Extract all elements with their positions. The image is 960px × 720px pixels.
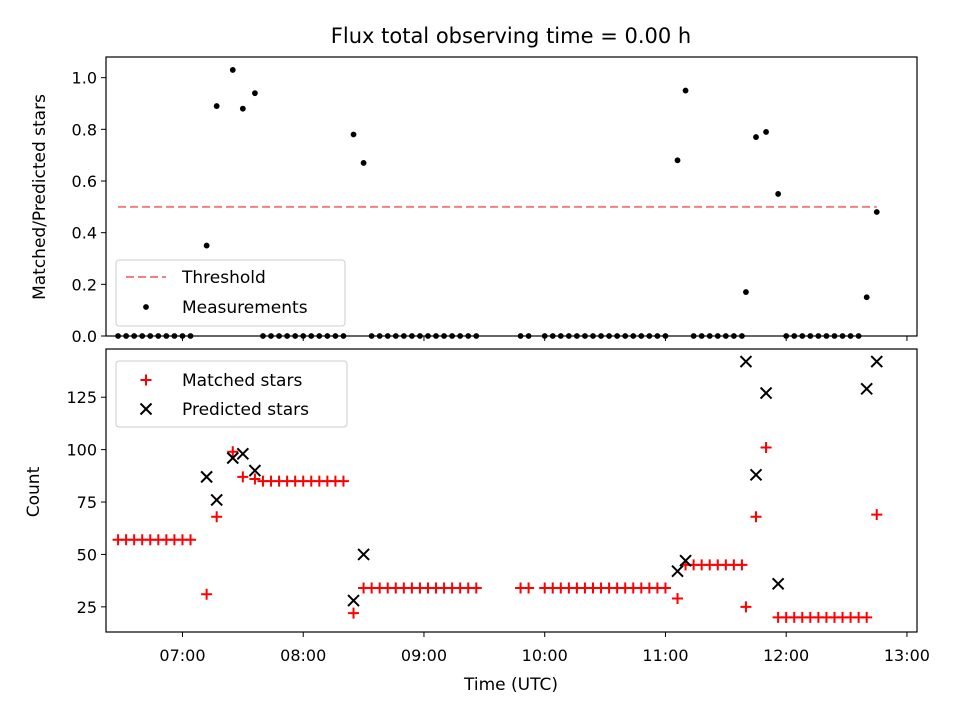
top-legend-box xyxy=(115,259,346,327)
legend-threshold-label: Threshold xyxy=(181,268,266,288)
legend-matched-label: Matched stars xyxy=(182,371,302,391)
predicted-star-point xyxy=(357,548,370,561)
measurement-point xyxy=(239,105,246,112)
predicted-star-point xyxy=(347,594,360,607)
measurement-point xyxy=(763,129,769,135)
predicted-star-point xyxy=(236,447,250,461)
bottom-y-tick-label: 75 xyxy=(77,493,97,512)
matched-star-point xyxy=(337,475,349,487)
top-y-axis-label: Matched/Predicted stars xyxy=(30,94,50,300)
predicted-star-point xyxy=(771,577,785,590)
matched-star-point xyxy=(871,509,883,521)
predicted-star-point xyxy=(226,451,239,465)
measurement-point xyxy=(775,191,782,197)
top-plot-frame xyxy=(105,56,918,337)
predicted-star-point xyxy=(739,355,753,368)
measurement-point xyxy=(360,160,367,166)
x-tick-label: 09:00 xyxy=(401,646,447,665)
top-panel-ratio-plot: 0.0 0.2 0.4 0.6 0.8 1.0 Threshold Measurements xyxy=(72,56,918,346)
matched-star-point xyxy=(227,446,239,458)
x-axis-label: Time (UTC) xyxy=(463,675,558,695)
top-y-tick-label: 0.0 xyxy=(72,327,97,346)
bottom-y-axis-label: Count xyxy=(24,466,44,517)
measurement-point xyxy=(873,209,880,215)
matched-star-point xyxy=(736,559,748,571)
matched-star-point xyxy=(185,534,197,546)
x-tick-label: 08:00 xyxy=(280,646,326,665)
x-tick-label: 12:00 xyxy=(763,646,809,665)
predicted-star-point xyxy=(749,468,763,481)
matched-star-point xyxy=(659,582,671,594)
top-y-tick-label: 0.6 xyxy=(72,172,97,191)
matched-star-point xyxy=(750,511,762,523)
x-tick-label: 07:00 xyxy=(159,646,205,665)
top-y-tick-label: 1.0 xyxy=(72,69,97,88)
bottom-y-tick-label: 50 xyxy=(77,545,97,564)
matched-star-point xyxy=(201,588,213,600)
matched-star-point xyxy=(523,582,535,594)
measurement-point xyxy=(229,67,236,73)
bottom-panel-count-plot: 25 50 75 100 125 07:00 08:00 09:00 10:00 11:00 12:… xyxy=(66,348,930,665)
predicted-star-point xyxy=(671,564,684,578)
bottom-plot-frame xyxy=(105,348,918,633)
legend-measurements-swatch xyxy=(143,304,149,310)
x-tick-label: 13:00 xyxy=(884,646,930,665)
matched-star-point xyxy=(348,607,360,619)
predicted-star-point xyxy=(248,464,262,477)
matched-star-point xyxy=(861,611,873,623)
bottom-y-tick-label: 125 xyxy=(66,388,97,407)
legend-measurements-label: Measurements xyxy=(182,298,308,318)
x-tick-label: 11:00 xyxy=(642,646,688,665)
chart-title: Flux total observing time = 0.00 h xyxy=(331,24,691,48)
measurement-point xyxy=(252,90,258,97)
top-y-tick-label: 0.4 xyxy=(72,224,97,243)
measurement-point xyxy=(213,103,220,109)
legend-predicted-swatch xyxy=(139,402,153,416)
predicted-star-point xyxy=(200,470,213,484)
predicted-star-point xyxy=(860,382,873,396)
measurement-point xyxy=(753,134,759,140)
matched-star-point xyxy=(470,582,482,594)
legend-matched-swatch xyxy=(140,374,152,386)
bottom-y-tick-label: 100 xyxy=(66,441,97,460)
bottom-legend-box xyxy=(115,360,348,428)
x-tick-label: 10:00 xyxy=(522,646,568,665)
measurement-point xyxy=(674,157,681,164)
measurement-point xyxy=(743,289,749,295)
matched-star-point xyxy=(672,592,684,604)
matched-star-point xyxy=(237,471,249,483)
measurement-point xyxy=(682,87,689,94)
bottom-y-tick-label: 25 xyxy=(77,598,97,617)
predicted-star-point xyxy=(870,355,883,368)
predicted-star-point xyxy=(679,554,692,567)
measurement-point xyxy=(203,242,210,249)
legend-predicted-label: Predicted stars xyxy=(182,400,309,420)
measurement-point xyxy=(863,294,870,301)
matched-star-point xyxy=(211,511,223,523)
predicted-star-point xyxy=(210,493,223,507)
matched-star-point xyxy=(760,442,772,454)
matched-star-point xyxy=(249,473,261,485)
matched-star-point xyxy=(740,601,752,613)
predicted-star-point xyxy=(759,386,773,400)
top-y-tick-label: 0.8 xyxy=(72,120,97,139)
measurement-point xyxy=(350,131,357,138)
top-y-tick-label: 0.2 xyxy=(72,275,97,294)
